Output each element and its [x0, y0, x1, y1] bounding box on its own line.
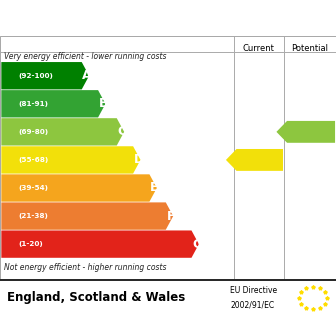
- Text: (92-100): (92-100): [18, 73, 53, 79]
- Text: B: B: [99, 97, 108, 110]
- Text: 72: 72: [306, 127, 319, 136]
- Polygon shape: [1, 231, 199, 258]
- Text: Current: Current: [243, 44, 275, 53]
- Text: F: F: [166, 209, 175, 223]
- Text: Very energy efficient - lower running costs: Very energy efficient - lower running co…: [4, 52, 167, 61]
- Text: Potential: Potential: [291, 44, 329, 53]
- Polygon shape: [1, 118, 124, 146]
- Text: 2002/91/EC: 2002/91/EC: [230, 301, 274, 309]
- Text: (69-80): (69-80): [18, 129, 49, 135]
- Polygon shape: [1, 146, 140, 174]
- Polygon shape: [1, 203, 173, 230]
- Text: C: C: [117, 125, 127, 138]
- Text: (39-54): (39-54): [18, 185, 48, 191]
- Text: 66: 66: [255, 155, 267, 164]
- Text: England, Scotland & Wales: England, Scotland & Wales: [7, 291, 185, 304]
- Text: (21-38): (21-38): [18, 213, 48, 219]
- Text: G: G: [192, 238, 202, 251]
- Text: E: E: [150, 181, 159, 194]
- Text: A: A: [82, 69, 92, 82]
- Text: Not energy efficient - higher running costs: Not energy efficient - higher running co…: [4, 263, 167, 272]
- Polygon shape: [1, 62, 89, 89]
- Text: (55-68): (55-68): [18, 157, 49, 163]
- Text: D: D: [134, 153, 144, 166]
- Polygon shape: [277, 121, 335, 143]
- Polygon shape: [1, 174, 157, 202]
- Polygon shape: [1, 90, 106, 117]
- Text: (1-20): (1-20): [18, 241, 43, 247]
- Text: Energy Efficiency Rating: Energy Efficiency Rating: [57, 11, 279, 26]
- Polygon shape: [226, 149, 283, 171]
- Text: (81-91): (81-91): [18, 101, 48, 107]
- Text: EU Directive: EU Directive: [230, 286, 277, 295]
